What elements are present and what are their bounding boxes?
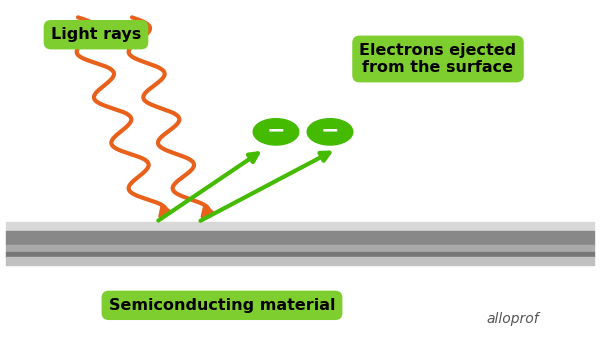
- Text: Electrons ejected
from the surface: Electrons ejected from the surface: [359, 43, 517, 75]
- Text: −: −: [320, 121, 340, 141]
- Text: alloprof: alloprof: [487, 312, 539, 326]
- Text: Semiconducting material: Semiconducting material: [109, 298, 335, 313]
- Circle shape: [253, 119, 299, 145]
- Circle shape: [307, 119, 353, 145]
- Text: Light rays: Light rays: [51, 27, 141, 42]
- Text: −: −: [266, 121, 286, 141]
